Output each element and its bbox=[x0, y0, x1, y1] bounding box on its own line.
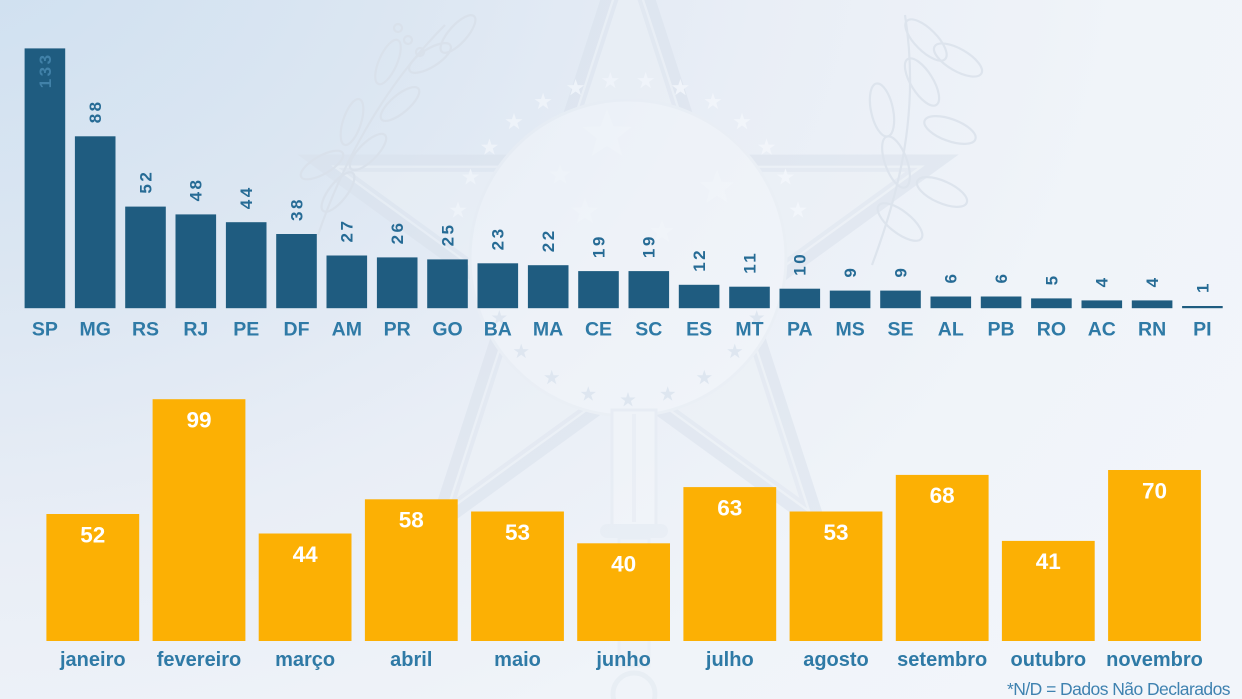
svg-text:48: 48 bbox=[187, 177, 206, 201]
svg-text:PR: PR bbox=[384, 319, 411, 341]
svg-text:AC: AC bbox=[1088, 319, 1116, 341]
svg-text:88: 88 bbox=[86, 99, 105, 123]
svg-text:133: 133 bbox=[36, 52, 55, 88]
svg-text:63: 63 bbox=[717, 495, 742, 520]
svg-text:junho: junho bbox=[595, 649, 650, 671]
svg-text:PA: PA bbox=[787, 319, 813, 341]
svg-text:70: 70 bbox=[1142, 478, 1167, 503]
svg-text:1: 1 bbox=[1193, 281, 1212, 293]
svg-text:6: 6 bbox=[992, 272, 1011, 284]
svg-text:19: 19 bbox=[589, 234, 608, 258]
svg-text:SP: SP bbox=[32, 319, 58, 341]
svg-text:GO: GO bbox=[432, 319, 462, 341]
svg-text:4: 4 bbox=[1143, 275, 1162, 287]
svg-text:RO: RO bbox=[1037, 319, 1066, 341]
svg-text:agosto: agosto bbox=[803, 649, 869, 671]
svg-text:ES: ES bbox=[686, 319, 712, 341]
svg-text:11: 11 bbox=[740, 251, 759, 274]
svg-text:5: 5 bbox=[1042, 273, 1061, 285]
svg-text:MT: MT bbox=[735, 319, 763, 341]
svg-text:AM: AM bbox=[332, 319, 362, 341]
svg-text:9: 9 bbox=[891, 266, 910, 278]
svg-text:março: março bbox=[275, 649, 335, 671]
svg-text:40: 40 bbox=[611, 552, 636, 577]
svg-text:MG: MG bbox=[79, 319, 110, 341]
svg-text:DF: DF bbox=[284, 319, 310, 341]
svg-text:38: 38 bbox=[287, 197, 306, 221]
svg-text:RJ: RJ bbox=[183, 319, 208, 341]
svg-text:SC: SC bbox=[635, 319, 662, 341]
svg-text:4: 4 bbox=[1093, 275, 1112, 287]
svg-text:novembro: novembro bbox=[1106, 649, 1203, 671]
svg-text:RN: RN bbox=[1138, 319, 1166, 341]
svg-text:52: 52 bbox=[136, 170, 155, 194]
svg-text:setembro: setembro bbox=[897, 649, 987, 671]
svg-text:abril: abril bbox=[390, 649, 432, 671]
svg-text:52: 52 bbox=[80, 522, 105, 547]
svg-text:58: 58 bbox=[399, 508, 424, 533]
svg-text:53: 53 bbox=[823, 520, 848, 545]
svg-text:PE: PE bbox=[233, 319, 259, 341]
svg-text:26: 26 bbox=[388, 220, 407, 244]
svg-text:10: 10 bbox=[791, 252, 810, 276]
svg-text:outubro: outubro bbox=[1011, 649, 1087, 671]
svg-text:janeiro: janeiro bbox=[59, 649, 126, 671]
svg-text:12: 12 bbox=[690, 248, 709, 272]
svg-text:MS: MS bbox=[835, 319, 864, 341]
svg-text:SE: SE bbox=[887, 319, 913, 341]
svg-text:68: 68 bbox=[930, 483, 955, 508]
svg-text:53: 53 bbox=[505, 520, 530, 545]
svg-text:RS: RS bbox=[132, 319, 159, 341]
svg-text:6: 6 bbox=[942, 272, 961, 284]
svg-text:27: 27 bbox=[338, 219, 357, 243]
svg-text:41: 41 bbox=[1036, 549, 1061, 574]
svg-text:fevereiro: fevereiro bbox=[157, 649, 242, 671]
svg-text:44: 44 bbox=[293, 542, 319, 567]
svg-text:MA: MA bbox=[533, 319, 563, 341]
svg-text:99: 99 bbox=[186, 408, 211, 433]
svg-text:CE: CE bbox=[585, 319, 612, 341]
svg-text:*N/D = Dados Não Declarados: *N/D = Dados Não Declarados bbox=[1007, 679, 1231, 699]
svg-text:PI: PI bbox=[1193, 319, 1211, 341]
svg-text:PB: PB bbox=[988, 319, 1015, 341]
svg-text:BA: BA bbox=[484, 319, 512, 341]
svg-text:julho: julho bbox=[705, 649, 754, 671]
svg-text:maio: maio bbox=[494, 649, 541, 671]
svg-text:25: 25 bbox=[438, 222, 457, 246]
svg-text:23: 23 bbox=[489, 226, 508, 250]
svg-text:19: 19 bbox=[640, 234, 659, 258]
svg-text:9: 9 bbox=[841, 266, 860, 278]
svg-text:22: 22 bbox=[539, 228, 558, 252]
svg-text:AL: AL bbox=[938, 319, 964, 341]
svg-text:44: 44 bbox=[237, 185, 256, 209]
